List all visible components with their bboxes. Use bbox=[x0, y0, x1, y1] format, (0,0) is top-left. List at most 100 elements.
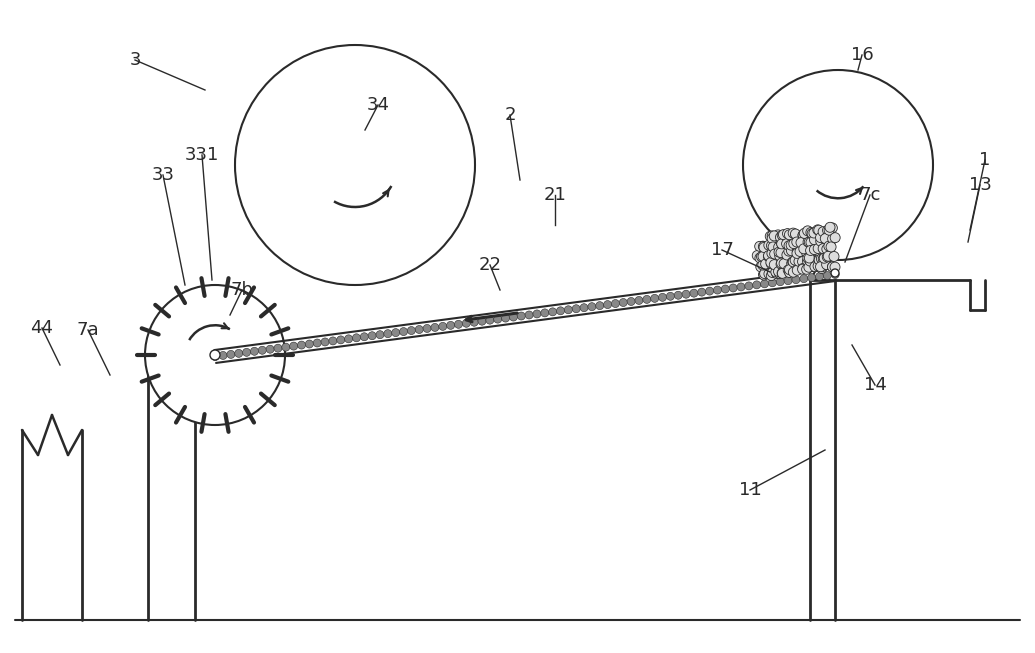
Circle shape bbox=[619, 298, 627, 306]
Circle shape bbox=[798, 263, 808, 274]
Circle shape bbox=[603, 300, 612, 309]
Circle shape bbox=[643, 295, 651, 304]
Circle shape bbox=[282, 343, 290, 351]
Circle shape bbox=[758, 241, 768, 251]
Circle shape bbox=[804, 253, 815, 263]
Circle shape bbox=[789, 257, 798, 267]
Circle shape bbox=[764, 269, 774, 279]
Circle shape bbox=[743, 70, 933, 260]
Circle shape bbox=[787, 240, 796, 250]
Circle shape bbox=[820, 244, 829, 255]
Circle shape bbox=[772, 268, 781, 279]
Circle shape bbox=[776, 247, 786, 258]
Circle shape bbox=[767, 248, 777, 259]
Circle shape bbox=[758, 260, 768, 270]
Circle shape bbox=[792, 238, 801, 247]
Circle shape bbox=[730, 284, 737, 292]
Circle shape bbox=[242, 348, 250, 357]
Text: 3: 3 bbox=[129, 51, 141, 69]
Circle shape bbox=[768, 242, 778, 252]
Circle shape bbox=[470, 318, 478, 326]
Circle shape bbox=[767, 234, 777, 244]
Circle shape bbox=[811, 238, 822, 247]
Circle shape bbox=[768, 244, 778, 253]
Circle shape bbox=[809, 245, 820, 255]
Circle shape bbox=[773, 230, 783, 240]
Circle shape bbox=[321, 338, 329, 346]
Circle shape bbox=[804, 263, 814, 272]
Circle shape bbox=[791, 230, 801, 240]
Circle shape bbox=[792, 246, 802, 256]
Text: 7a: 7a bbox=[77, 321, 99, 339]
Circle shape bbox=[439, 323, 447, 330]
Circle shape bbox=[816, 236, 826, 246]
Circle shape bbox=[820, 242, 830, 253]
Circle shape bbox=[806, 237, 816, 247]
Circle shape bbox=[219, 351, 227, 359]
Circle shape bbox=[690, 289, 698, 297]
Circle shape bbox=[759, 242, 769, 253]
Circle shape bbox=[447, 321, 454, 329]
Circle shape bbox=[533, 310, 541, 318]
Circle shape bbox=[782, 229, 793, 238]
Circle shape bbox=[360, 333, 368, 341]
Circle shape bbox=[785, 267, 795, 277]
Circle shape bbox=[826, 242, 836, 252]
Text: 16: 16 bbox=[851, 46, 874, 64]
Text: 17: 17 bbox=[711, 241, 734, 259]
Circle shape bbox=[798, 257, 807, 266]
Circle shape bbox=[235, 45, 475, 285]
Circle shape bbox=[791, 229, 800, 239]
Circle shape bbox=[756, 262, 766, 272]
Circle shape bbox=[502, 314, 509, 322]
Circle shape bbox=[795, 246, 805, 257]
Circle shape bbox=[830, 232, 840, 243]
Circle shape bbox=[806, 227, 816, 238]
Circle shape bbox=[145, 285, 285, 425]
Text: 7b: 7b bbox=[231, 281, 254, 299]
Text: 1: 1 bbox=[979, 151, 990, 169]
Circle shape bbox=[764, 251, 773, 261]
Circle shape bbox=[807, 229, 817, 238]
Circle shape bbox=[794, 245, 803, 255]
Circle shape bbox=[803, 226, 812, 236]
Text: 331: 331 bbox=[185, 146, 219, 164]
Circle shape bbox=[824, 225, 834, 235]
Circle shape bbox=[803, 253, 812, 263]
Circle shape bbox=[816, 272, 824, 281]
Text: 33: 33 bbox=[151, 166, 175, 184]
Circle shape bbox=[758, 251, 768, 261]
Circle shape bbox=[759, 270, 769, 280]
Text: 34: 34 bbox=[366, 96, 389, 114]
Circle shape bbox=[368, 332, 376, 340]
Circle shape bbox=[336, 336, 345, 344]
Circle shape bbox=[805, 254, 816, 264]
Circle shape bbox=[817, 254, 826, 264]
Circle shape bbox=[823, 251, 833, 261]
Circle shape bbox=[761, 280, 769, 288]
Circle shape bbox=[769, 260, 779, 270]
Circle shape bbox=[761, 259, 771, 268]
Circle shape bbox=[549, 308, 557, 316]
Circle shape bbox=[755, 242, 765, 251]
Circle shape bbox=[825, 222, 835, 232]
Circle shape bbox=[822, 260, 832, 270]
Circle shape bbox=[235, 349, 243, 357]
Circle shape bbox=[290, 342, 298, 350]
Text: 13: 13 bbox=[969, 176, 992, 194]
Circle shape bbox=[509, 313, 518, 321]
Circle shape bbox=[828, 234, 837, 244]
Circle shape bbox=[778, 238, 789, 248]
Circle shape bbox=[827, 262, 837, 272]
Circle shape bbox=[485, 316, 494, 324]
Circle shape bbox=[777, 268, 787, 278]
Circle shape bbox=[745, 282, 752, 290]
Circle shape bbox=[757, 252, 767, 262]
Circle shape bbox=[777, 268, 788, 278]
Circle shape bbox=[805, 256, 816, 266]
Text: 21: 21 bbox=[543, 186, 566, 204]
Circle shape bbox=[799, 244, 808, 254]
Circle shape bbox=[807, 274, 816, 281]
Circle shape bbox=[798, 231, 808, 240]
Circle shape bbox=[572, 305, 581, 313]
